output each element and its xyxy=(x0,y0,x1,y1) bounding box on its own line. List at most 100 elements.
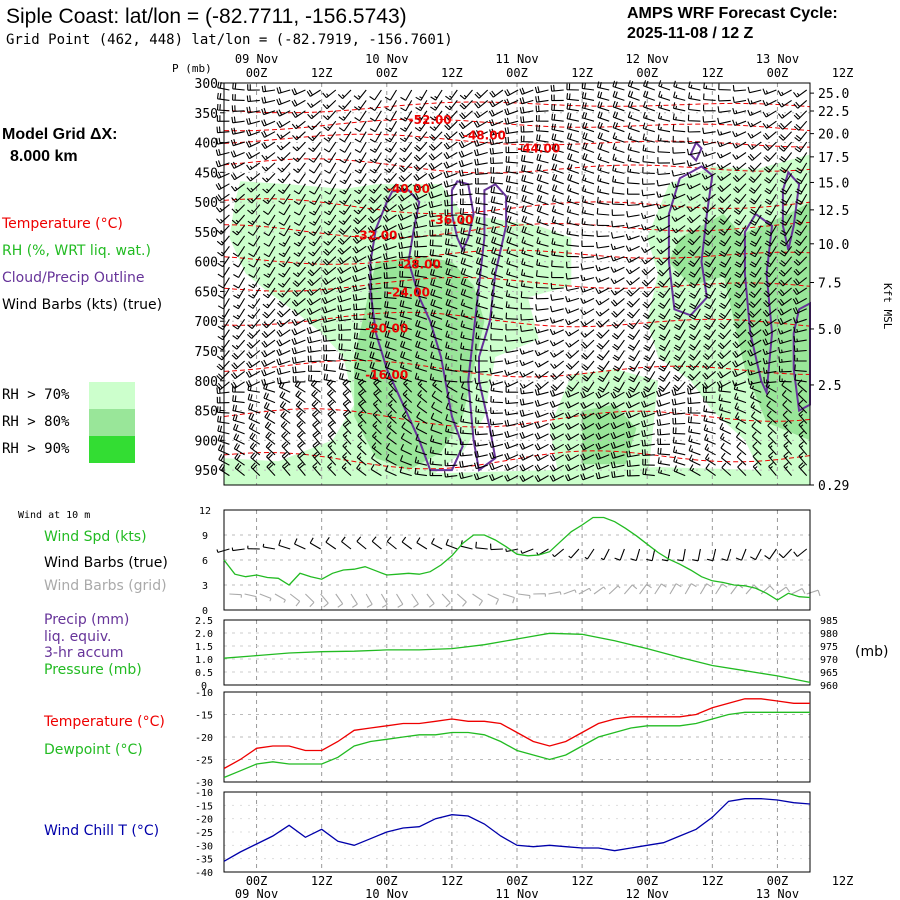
wind-barb xyxy=(445,341,458,352)
wind-barb xyxy=(625,401,640,409)
wind-barb xyxy=(383,183,397,193)
wind-barb xyxy=(673,360,686,372)
wind-barb xyxy=(656,214,671,221)
wind-barb xyxy=(459,110,473,120)
wind-barb xyxy=(777,328,792,335)
wind-barb xyxy=(567,163,580,174)
wind-barb xyxy=(536,226,549,237)
wind-barb xyxy=(489,462,504,471)
wind-barb xyxy=(641,201,655,208)
wind-barb xyxy=(262,173,276,183)
wind-barb xyxy=(293,214,306,226)
wind-barb xyxy=(460,247,473,258)
wind-barb xyxy=(489,367,504,375)
wind-barb xyxy=(397,203,412,212)
wind-barb xyxy=(565,284,580,292)
wind-barb xyxy=(368,321,382,331)
wind-barb xyxy=(580,318,595,327)
wind-barb xyxy=(564,390,580,398)
wind-barb xyxy=(534,327,549,334)
wind-barb xyxy=(246,95,260,103)
wind-barb xyxy=(610,441,625,450)
wind-barb xyxy=(519,348,534,355)
wind-barb xyxy=(413,172,428,181)
wind-barb xyxy=(429,469,443,477)
wind-barb xyxy=(764,266,777,278)
wind-barb xyxy=(217,245,230,257)
wind-barb xyxy=(338,353,352,362)
wind-barb xyxy=(747,349,762,357)
wind-barb xyxy=(686,214,701,224)
wind-barb xyxy=(398,193,413,202)
wind-barb xyxy=(701,172,716,180)
wind-barb xyxy=(384,291,397,299)
wind-barb xyxy=(459,427,473,435)
wind-barb xyxy=(247,384,260,393)
wind-barb xyxy=(565,453,580,462)
wind-barb xyxy=(720,442,732,456)
wind-barb xyxy=(716,152,732,159)
wind-barb xyxy=(397,223,412,231)
wind-barb xyxy=(656,399,671,407)
wind-barb xyxy=(792,317,807,324)
wind-barb xyxy=(580,473,595,481)
wind-barb xyxy=(627,154,640,164)
wind-barb xyxy=(398,173,413,182)
wind-barb xyxy=(520,154,534,164)
wind-barb xyxy=(402,389,413,403)
wind-barb xyxy=(357,389,367,403)
wind-barb xyxy=(580,339,595,349)
wind-barb xyxy=(703,245,717,257)
wind-barb xyxy=(327,462,337,476)
pressure-tick: 900 xyxy=(195,434,218,449)
wind-barb xyxy=(640,245,656,254)
wind-barb xyxy=(276,367,291,375)
wind-barb xyxy=(353,89,367,100)
wind-barb xyxy=(327,430,337,445)
wind-barb xyxy=(413,183,428,191)
wind-barb xyxy=(595,442,610,450)
wind-barb xyxy=(353,313,367,320)
surface-wind-barb xyxy=(445,538,458,550)
wind-barb xyxy=(798,410,808,424)
wind-barb xyxy=(430,340,443,352)
wind-barb xyxy=(369,351,382,362)
wind-barb xyxy=(566,132,580,143)
wind-barb xyxy=(704,433,716,445)
wind-barb xyxy=(488,119,504,127)
wind-barb xyxy=(719,256,732,268)
wind-barb xyxy=(277,152,291,162)
wind-chill-tick: -25 xyxy=(195,828,213,839)
wind-barb xyxy=(398,232,412,240)
wind-barb xyxy=(719,287,732,299)
pressure-line xyxy=(223,632,811,684)
wind-barb xyxy=(534,410,549,418)
wind-barb xyxy=(399,300,412,310)
wind-barb xyxy=(414,456,428,466)
wind-speed-line xyxy=(223,516,811,601)
wind-barb xyxy=(505,165,519,174)
wind-barb xyxy=(626,308,641,319)
wind-barb xyxy=(657,123,671,133)
wind-barb xyxy=(534,399,549,407)
wind-barb xyxy=(276,339,291,347)
wind-barb xyxy=(292,376,306,383)
wind-barb xyxy=(431,390,443,404)
wind-barb xyxy=(673,465,686,477)
wind-barb xyxy=(778,346,792,354)
grid-wind-barb xyxy=(760,585,775,595)
wind-chill-tick: -15 xyxy=(195,801,213,812)
wind-barb xyxy=(534,432,549,440)
wind-barb xyxy=(534,381,549,390)
grid-wind-barb xyxy=(699,583,712,595)
wind-barb xyxy=(656,202,671,210)
wind-barb xyxy=(595,297,610,306)
wind-barb xyxy=(306,307,321,315)
wind-barb xyxy=(322,277,337,285)
temperature-tick: -10 xyxy=(195,688,213,699)
wind-barb xyxy=(414,279,428,289)
wind-barb xyxy=(230,183,245,192)
grid-wind-barb xyxy=(715,583,728,595)
wind-barb xyxy=(747,359,762,367)
wind-barb xyxy=(657,457,671,466)
